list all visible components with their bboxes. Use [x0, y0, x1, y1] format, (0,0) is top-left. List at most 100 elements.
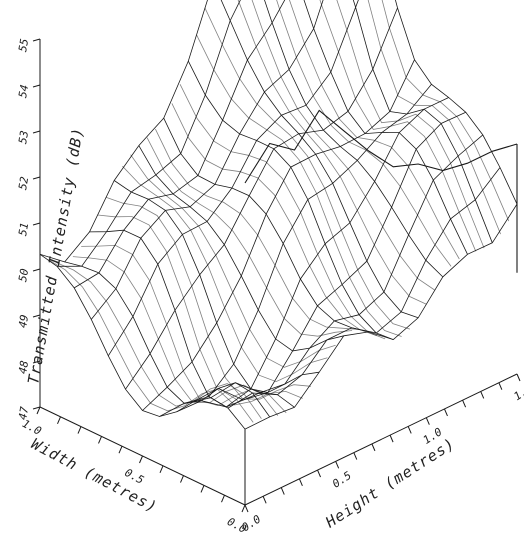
mesh-hatch-line	[105, 196, 311, 400]
z-tick-label: 53	[16, 130, 31, 145]
mesh-height-line	[187, 60, 394, 340]
mesh-height-line	[163, 117, 369, 333]
mesh-hatch-line	[155, 128, 361, 330]
mesh-height-line	[138, 145, 344, 352]
z-tick-mark	[32, 38, 41, 42]
mesh-height-line	[113, 180, 320, 393]
z-tick-label: 52	[16, 175, 31, 191]
y-tick-mark	[317, 469, 321, 478]
y-tick-mark	[262, 496, 267, 504]
mesh-hatch-line	[146, 137, 353, 337]
mesh-hatch-line	[56, 262, 262, 419]
mesh-width-line	[73, 0, 286, 289]
mesh-width-line	[107, 0, 359, 357]
mesh-width-line	[193, 111, 466, 402]
mesh-hatch-line	[204, 7, 411, 330]
z-tick-mark	[32, 84, 41, 88]
surface-mesh	[39, 0, 518, 430]
y-tick-mark	[335, 461, 340, 469]
z-tick-label: 49	[16, 314, 31, 329]
x-tick-mark	[180, 475, 184, 483]
mesh-height-line	[89, 229, 295, 408]
mesh-height-line	[395, 0, 518, 205]
mesh-width-line	[90, 0, 324, 320]
mesh-hatch-line	[381, 0, 510, 222]
mesh-hatch-line	[319, 0, 477, 252]
mesh-height-line	[303, 0, 468, 255]
y-tick-mark	[389, 434, 394, 443]
y-tick-mark	[444, 408, 448, 417]
y-tick-mark	[280, 487, 285, 495]
x-tick-mark	[139, 455, 143, 464]
x-tick-mark	[98, 436, 102, 444]
mesh-hatch-line	[289, 0, 460, 260]
z-tick-label: 55	[16, 38, 31, 53]
z-tick-label: 50	[16, 267, 31, 283]
y-tick-mark	[516, 373, 521, 382]
mesh-hatch-line	[196, 34, 402, 337]
mesh-hatch-line	[179, 84, 386, 340]
mesh-width-line	[56, 0, 241, 267]
mesh-hatch-line	[72, 256, 279, 416]
y-tick-label: 0.5	[330, 469, 354, 491]
mesh-width-line	[39, 0, 208, 263]
x-tick-mark	[77, 426, 82, 434]
mesh-hatch-line	[97, 214, 303, 406]
mesh-hatch-line	[130, 154, 336, 368]
mesh-hatch-line	[237, 0, 427, 305]
y-tick-label: 1.5	[511, 382, 524, 404]
mesh-width-line	[176, 97, 449, 413]
x-tick-mark	[118, 446, 123, 454]
x-tick-label: 1.0	[20, 417, 44, 438]
x-tick-mark	[200, 485, 205, 493]
mesh-width-line	[244, 203, 518, 430]
z-tick-label: 48	[16, 359, 31, 375]
x-tick-mark	[36, 406, 41, 415]
z-tick-mark	[32, 360, 41, 364]
y-tick-mark	[407, 426, 412, 434]
z-tick-mark	[32, 314, 41, 318]
y-tick-mark	[462, 400, 467, 408]
mesh-height-line	[264, 0, 444, 278]
mesh-width-line	[210, 134, 484, 399]
x-tick-mark	[159, 465, 164, 473]
y-axis-line	[244, 373, 518, 506]
y-tick-mark	[298, 478, 303, 486]
z-tick-mark	[32, 130, 41, 134]
mesh-width-line	[227, 167, 501, 409]
z-tick-mark	[32, 268, 41, 272]
mesh-hatch-line	[251, 0, 435, 291]
mesh-hatch-line	[276, 0, 452, 267]
mesh-hatch-line	[336, 0, 485, 249]
mesh-height-line	[220, 0, 419, 319]
mesh-hatch-line	[81, 244, 287, 414]
mesh-hatch-line	[367, 0, 501, 235]
x-tick-mark	[221, 495, 225, 503]
y-tick-mark	[425, 417, 430, 425]
y-tick-mark	[353, 452, 358, 460]
y-tick-mark	[371, 443, 376, 452]
z-tick-label: 54	[16, 84, 31, 99]
z-axis-title: Transmitted Intensity (dB)	[24, 126, 87, 386]
y-tick-mark	[498, 382, 503, 390]
z-tick-mark	[32, 222, 41, 226]
edge-profile-line	[244, 109, 518, 184]
mesh-width-line	[125, 7, 398, 390]
z-tick-label: 47	[16, 405, 31, 421]
y-tick-mark	[244, 504, 249, 513]
mesh-width-line	[142, 59, 415, 411]
mesh-height-line	[352, 0, 493, 243]
z-tick-mark	[32, 176, 41, 180]
x-tick-mark	[241, 504, 246, 513]
axes	[32, 38, 521, 513]
mesh-hatch-line	[47, 259, 254, 423]
z-tick-label: 51	[16, 222, 31, 237]
y-tick-mark	[480, 391, 485, 399]
mesh-hatch-line	[171, 103, 378, 337]
x-tick-mark	[57, 416, 61, 424]
mesh-hatch-line	[122, 165, 328, 383]
mesh-height-line	[64, 261, 271, 418]
